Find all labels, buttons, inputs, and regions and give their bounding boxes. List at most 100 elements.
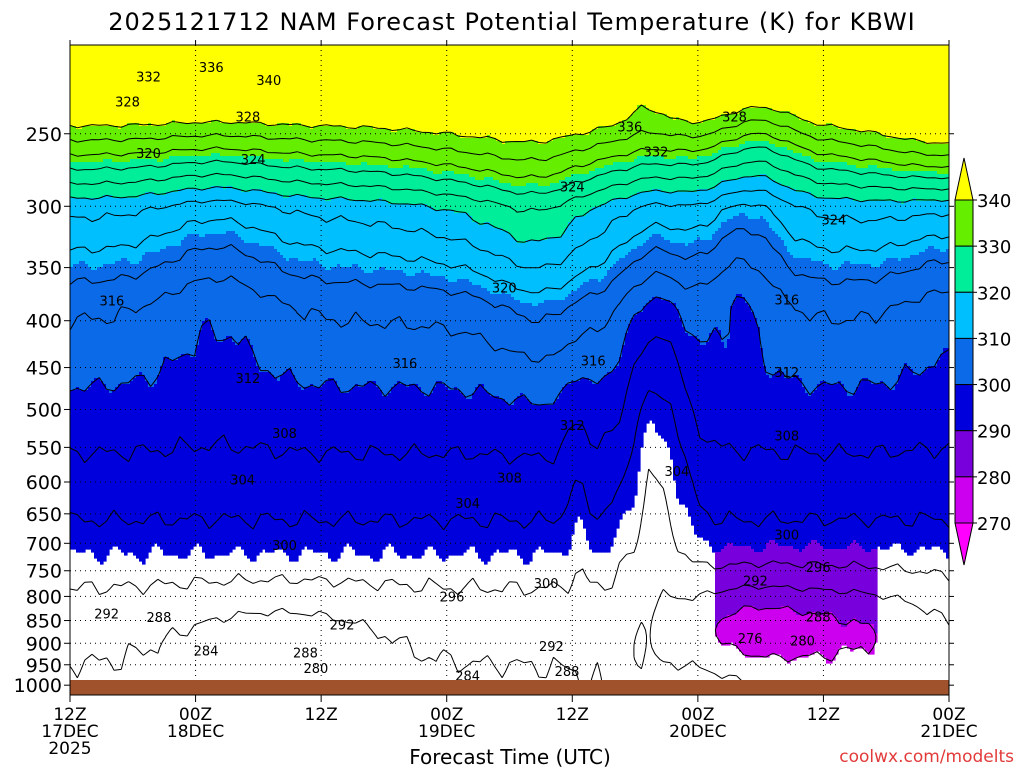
band-cell: [661, 192, 665, 238]
band-cell: [223, 45, 227, 124]
band-cell: [577, 381, 581, 517]
band-cell: [724, 546, 728, 619]
band-cell: [688, 123, 692, 160]
band-cell: [226, 186, 230, 232]
band-cell: [919, 201, 923, 253]
band-cell: [790, 378, 794, 547]
band-cell: [712, 234, 716, 331]
band-cell: [559, 45, 563, 139]
band-cell: [211, 45, 215, 121]
band-cell: [346, 267, 350, 394]
band-cell: [373, 201, 377, 271]
band-cell: [259, 123, 263, 157]
band-cell: [406, 129, 410, 166]
band-cell: [226, 336, 230, 556]
band-cell: [85, 390, 89, 550]
band-cell: [709, 156, 713, 190]
band-cell: [835, 162, 839, 199]
band-cell: [217, 342, 221, 556]
colorbar-label: 330: [977, 237, 1011, 258]
band-cell: [586, 135, 590, 175]
band-cell: [787, 45, 791, 112]
band-cell: [118, 162, 122, 199]
band-cell: [250, 156, 254, 190]
band-cell: [739, 609, 743, 652]
band-cell: [244, 159, 248, 193]
band-cell: [427, 171, 431, 208]
band-cell: [136, 198, 140, 265]
band-cell: [193, 189, 197, 235]
y-axis: 2503003504004505005506006507007508008509…: [14, 124, 954, 697]
band-cell: [838, 162, 842, 199]
band-cell: [337, 45, 341, 127]
band-cell: [841, 45, 845, 130]
band-cell: [412, 129, 416, 169]
band-cell: [601, 378, 605, 553]
band-cell: [691, 45, 695, 124]
band-cell: [265, 192, 269, 247]
band-cell: [748, 177, 752, 220]
band-cell: [709, 189, 713, 241]
band-cell: [229, 186, 233, 232]
band-cell: [436, 174, 440, 211]
band-cell: [547, 141, 551, 187]
band-cell: [727, 339, 731, 544]
band-cell: [331, 198, 335, 268]
band-cell: [856, 132, 860, 169]
band-cell: [607, 201, 611, 271]
band-cell: [916, 141, 920, 172]
band-cell: [196, 123, 200, 157]
band-cell: [460, 279, 464, 394]
band-cell: [808, 612, 812, 655]
band-cell: [829, 384, 833, 550]
band-cell: [358, 45, 362, 127]
band-cell: [205, 45, 209, 124]
band-cell: [733, 216, 737, 301]
band-cell: [79, 198, 83, 262]
band-cell: [79, 129, 83, 163]
band-cell: [766, 375, 770, 544]
band-cell: [121, 126, 125, 163]
band-cell: [457, 135, 461, 175]
band-cell: [307, 387, 311, 550]
band-cell: [430, 276, 434, 394]
band-cell: [127, 198, 131, 262]
band-cell: [376, 387, 380, 562]
band-cell: [679, 192, 683, 244]
band-cell: [364, 126, 368, 163]
band-cell: [799, 120, 803, 154]
band-cell: [679, 120, 683, 157]
band-cell: [529, 45, 533, 142]
band-cell: [487, 291, 491, 394]
band-cell: [259, 45, 263, 124]
band-cell: [622, 198, 626, 259]
band-cell: [517, 45, 521, 142]
credit-text: coolwx.com/modelts: [839, 747, 1014, 767]
band-cell: [784, 186, 788, 247]
band-cell: [223, 123, 227, 157]
band-cell: [208, 156, 212, 190]
colorbar-label: 270: [977, 514, 1011, 535]
y-tick-label: 750: [26, 561, 62, 583]
colorbar-label: 340: [977, 191, 1011, 212]
band-cell: [511, 405, 515, 550]
band-cell: [790, 189, 794, 256]
band-cell: [352, 201, 356, 265]
band-cell: [187, 45, 191, 124]
band-cell: [289, 195, 293, 259]
band-cell: [550, 237, 554, 301]
band-cell: [811, 159, 815, 196]
band-cell: [742, 144, 746, 178]
band-cell: [643, 306, 647, 433]
band-cell: [262, 372, 266, 550]
band-cell: [553, 300, 557, 403]
band-cell: [268, 192, 272, 247]
x-tick-label: 12Z: [556, 705, 589, 725]
band-cell: [652, 234, 656, 298]
band-cell: [529, 141, 533, 184]
band-cell: [763, 219, 767, 367]
band-cell: [511, 237, 515, 298]
band-cell: [808, 45, 812, 124]
band-cell: [769, 180, 773, 229]
